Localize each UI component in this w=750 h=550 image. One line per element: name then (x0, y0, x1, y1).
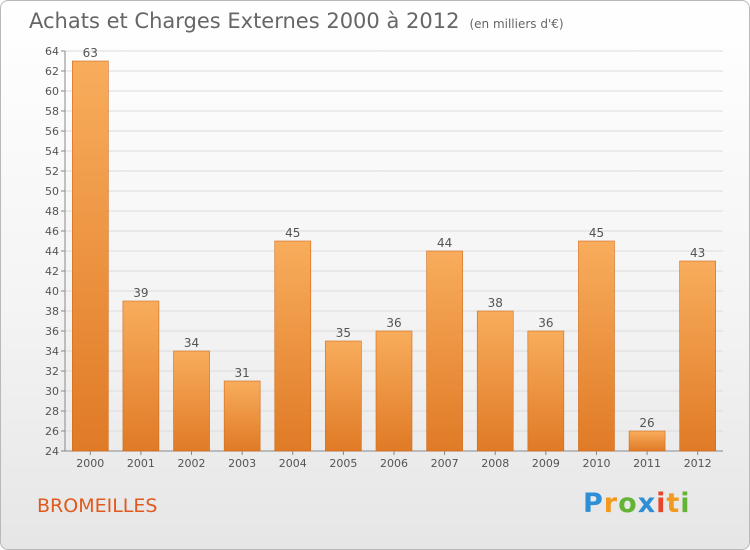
bar (476, 310, 514, 452)
y-tick-label: 58 (45, 105, 59, 118)
x-tick-label: 2001 (127, 457, 155, 470)
y-tick-label: 64 (45, 45, 59, 58)
logo-letter: o (618, 488, 638, 519)
x-tick-label: 2007 (431, 457, 459, 470)
value-label: 31 (235, 366, 250, 380)
value-label: 34 (184, 336, 199, 350)
y-tick-label: 48 (45, 205, 59, 218)
x-tick-label: 2009 (532, 457, 560, 470)
x-tick-label: 2000 (76, 457, 104, 470)
value-label: 36 (538, 316, 553, 330)
x-tick-label: 2005 (329, 457, 357, 470)
y-tick-label: 52 (45, 165, 59, 178)
bar (274, 240, 312, 452)
bars (72, 60, 716, 452)
y-tick-label: 50 (45, 185, 59, 198)
proxiti-logo[interactable]: Proxiti (583, 488, 691, 519)
bar (578, 240, 615, 452)
bar (375, 330, 413, 452)
x-tick-label: 2002 (178, 457, 206, 470)
value-label: 44 (437, 236, 452, 250)
y-tick-label: 36 (45, 325, 59, 338)
y-tick-label: 40 (45, 285, 59, 298)
y-tick-label: 26 (45, 425, 59, 438)
y-tick-label: 30 (45, 385, 59, 398)
x-tick-labels: 2000 2001 2002 2003 2004 2005 2006 2007 2008 2009… (76, 457, 711, 470)
logo-letter: x (637, 488, 657, 519)
chart-title-text: Achats et Charges Externes 2000 à 2012 (29, 9, 460, 33)
y-tick-labels: 24 26 28 30 32 34 36 38 40 42 44 46 48 50 52 54 56 58 60 62… (45, 45, 59, 458)
y-tick-label: 24 (45, 445, 59, 458)
x-tick-label: 2008 (481, 457, 509, 470)
y-tick-label: 60 (45, 85, 59, 98)
bar (72, 60, 109, 452)
x-tick-label: 2004 (279, 457, 307, 470)
x-tick-label: 2006 (380, 457, 408, 470)
bar (325, 340, 362, 452)
y-tick-label: 34 (45, 345, 59, 358)
value-label: 38 (488, 296, 503, 310)
y-tick-label: 46 (45, 225, 59, 238)
y-tick-label: 32 (45, 365, 59, 378)
bar (679, 260, 716, 452)
x-tick-label: 2011 (633, 457, 661, 470)
value-label: 63 (83, 46, 98, 60)
chart-title: Achats et Charges Externes 2000 à 2012 (e… (29, 9, 564, 33)
x-tick-label: 2012 (684, 457, 712, 470)
bar (628, 430, 666, 452)
y-tick-label: 54 (45, 145, 59, 158)
chart-subtitle: (en milliers d'€) (469, 17, 564, 31)
y-tick-label: 28 (45, 405, 59, 418)
value-label: 43 (690, 246, 705, 260)
logo-letter: t (666, 488, 681, 519)
y-tick-label: 56 (45, 125, 59, 138)
y-tick-label: 38 (45, 305, 59, 318)
value-labels: 63 39 34 31 45 35 36 44 38 36 45 26 43 (83, 46, 706, 430)
value-label: 26 (639, 416, 654, 430)
bar (527, 330, 565, 452)
x-tick-label: 2003 (228, 457, 256, 470)
bar (122, 300, 160, 452)
logo-letter: i (656, 488, 667, 519)
logo-letter: i (680, 488, 691, 519)
value-label: 45 (589, 226, 604, 240)
bar (426, 250, 463, 452)
y-tick-label: 44 (45, 245, 59, 258)
logo-letter: P (583, 488, 604, 519)
bar (173, 350, 210, 452)
commune-name: BROMEILLES (37, 495, 158, 517)
value-label: 35 (336, 326, 351, 340)
y-tick-label: 62 (45, 65, 59, 78)
value-label: 39 (133, 286, 148, 300)
bar (223, 380, 261, 452)
value-label: 36 (386, 316, 401, 330)
x-tick-label: 2010 (582, 457, 610, 470)
y-tick-label: 42 (45, 265, 59, 278)
logo-letter: r (603, 488, 619, 519)
value-label: 45 (285, 226, 300, 240)
